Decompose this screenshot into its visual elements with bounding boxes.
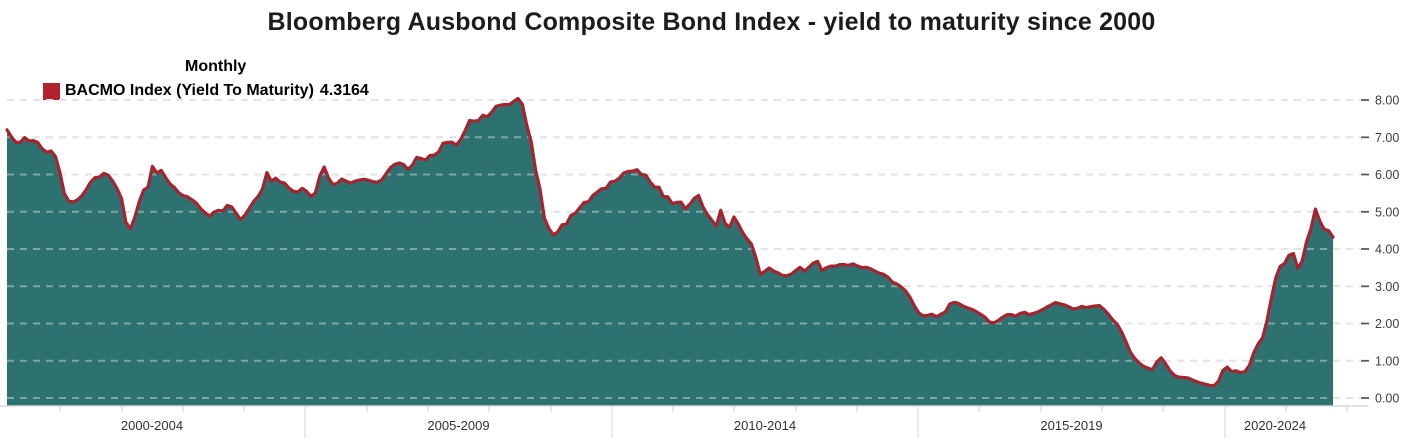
x-axis-ticks <box>59 406 1348 438</box>
x-axis-group-label: 2015-2019 <box>1040 418 1102 433</box>
y-axis-tick-label: 6.00 <box>1375 168 1399 182</box>
series-line <box>5 96 1335 388</box>
x-axis-labels: 2000-2004 2005-2009 2010-2014 2015-2019 2020… <box>121 418 1306 433</box>
legend-last-value: 4.3164 <box>319 82 369 99</box>
y-axis-tick-label: 4.00 <box>1375 243 1399 257</box>
y-axis-tick-label: 5.00 <box>1375 205 1399 219</box>
y-axis-tick-label: 1.00 <box>1375 354 1399 368</box>
y-axis-tick-label: 0.00 <box>1375 392 1399 406</box>
x-axis-group-label: 2020-2024 <box>1244 418 1306 433</box>
y-axis-tick-label: 2.00 <box>1375 317 1399 331</box>
gridlines-over <box>7 99 1360 399</box>
y-axis-tick-label: 8.00 <box>1375 94 1399 108</box>
x-axis-group-label: 2010-2014 <box>734 418 796 433</box>
area-fill <box>7 98 1333 406</box>
y-axis-tick-label: 7.00 <box>1375 131 1399 145</box>
y-axis: 8.00 7.00 6.00 5.00 4.00 3.00 2.00 1.00 0.00 <box>1361 94 1399 406</box>
chart-title: Bloomberg Ausbond Composite Bond Index -… <box>267 8 1156 36</box>
legend-color-swatch-icon <box>43 82 60 100</box>
x-axis-group-label: 2000-2004 <box>121 418 183 433</box>
legend-series-label: BACMO Index (Yield To Maturity) <box>65 82 314 99</box>
legend-period-label: Monthly <box>185 58 247 75</box>
legend-entry: BACMO Index (Yield To Maturity) 4.3164 <box>43 82 369 100</box>
y-axis-tick-label: 3.00 <box>1375 280 1399 294</box>
x-axis-group-label: 2005-2009 <box>427 418 489 433</box>
